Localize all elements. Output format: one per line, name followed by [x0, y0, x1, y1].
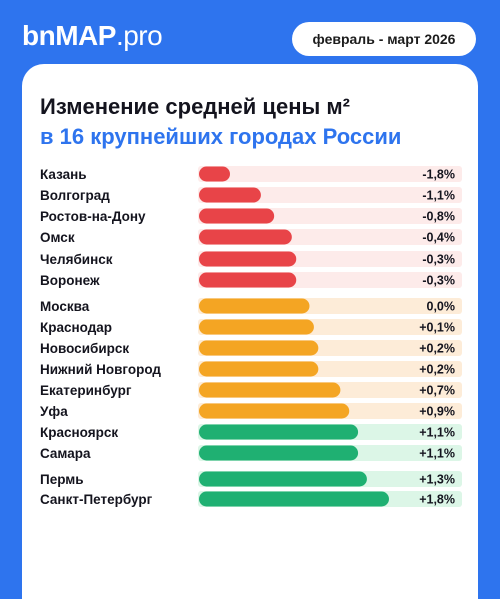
value-label: +1,8%	[419, 493, 455, 507]
bar	[199, 491, 389, 507]
city-label: Омск	[40, 230, 75, 245]
logo-part-map: MAP	[55, 20, 116, 51]
city-label: Волгоград	[40, 188, 110, 203]
bar	[199, 298, 310, 314]
bar	[199, 361, 319, 377]
city-label: Пермь	[40, 472, 84, 487]
bar	[199, 319, 314, 335]
bar	[199, 272, 297, 288]
city-label: Уфа	[40, 404, 68, 419]
value-label: +0,1%	[419, 321, 455, 335]
chart-title: Изменение средней цены м² в 16 крупнейши…	[40, 92, 470, 152]
value-label: +0,9%	[419, 405, 455, 419]
bar	[199, 208, 275, 224]
brand-logo: bnMAP.pro	[22, 20, 163, 52]
bar	[199, 403, 350, 419]
bar-track	[198, 166, 462, 182]
bar	[199, 166, 230, 182]
value-label: -0,3%	[422, 253, 455, 267]
chart-title-line2: в 16 крупнейших городах России	[40, 124, 402, 149]
city-label: Екатеринбург	[40, 383, 132, 398]
value-label: +0,7%	[419, 384, 455, 398]
city-label: Новосибирск	[40, 341, 129, 356]
city-label: Краснодар	[40, 320, 112, 335]
bar	[199, 471, 367, 487]
value-label: -1,1%	[422, 189, 455, 203]
value-label: 0,0%	[427, 300, 456, 314]
city-label: Казань	[40, 167, 87, 182]
bar	[199, 251, 297, 267]
bar	[199, 445, 359, 461]
value-label: +1,3%	[419, 473, 455, 487]
period-badge: февраль - март 2026	[292, 22, 476, 56]
logo-part-pro: .pro	[115, 20, 163, 51]
value-label: +0,2%	[419, 363, 455, 377]
city-label: Красноярск	[40, 425, 118, 440]
city-label: Москва	[40, 299, 90, 314]
bar	[199, 340, 319, 356]
bar	[199, 229, 292, 245]
value-label: -0,8%	[422, 210, 455, 224]
city-label: Самара	[40, 446, 91, 461]
value-label: +0,2%	[419, 342, 455, 356]
bar-track	[198, 187, 462, 203]
value-label: +1,1%	[419, 447, 455, 461]
bar	[199, 382, 341, 398]
value-label: -1,8%	[422, 168, 455, 182]
city-label: Санкт-Петербург	[40, 492, 153, 507]
city-label: Челябинск	[40, 252, 113, 267]
city-label: Воронеж	[40, 273, 100, 288]
value-label: -0,3%	[422, 274, 455, 288]
logo-part-bn: bn	[22, 20, 56, 51]
value-label: -0,4%	[422, 231, 455, 245]
city-label: Ростов-на-Дону	[40, 209, 146, 224]
chart-title-line1: Изменение средней цены м²	[40, 94, 350, 119]
value-label: +1,1%	[419, 426, 455, 440]
bar	[199, 424, 359, 440]
bar	[199, 187, 261, 203]
city-label: Нижний Новгород	[40, 362, 161, 377]
